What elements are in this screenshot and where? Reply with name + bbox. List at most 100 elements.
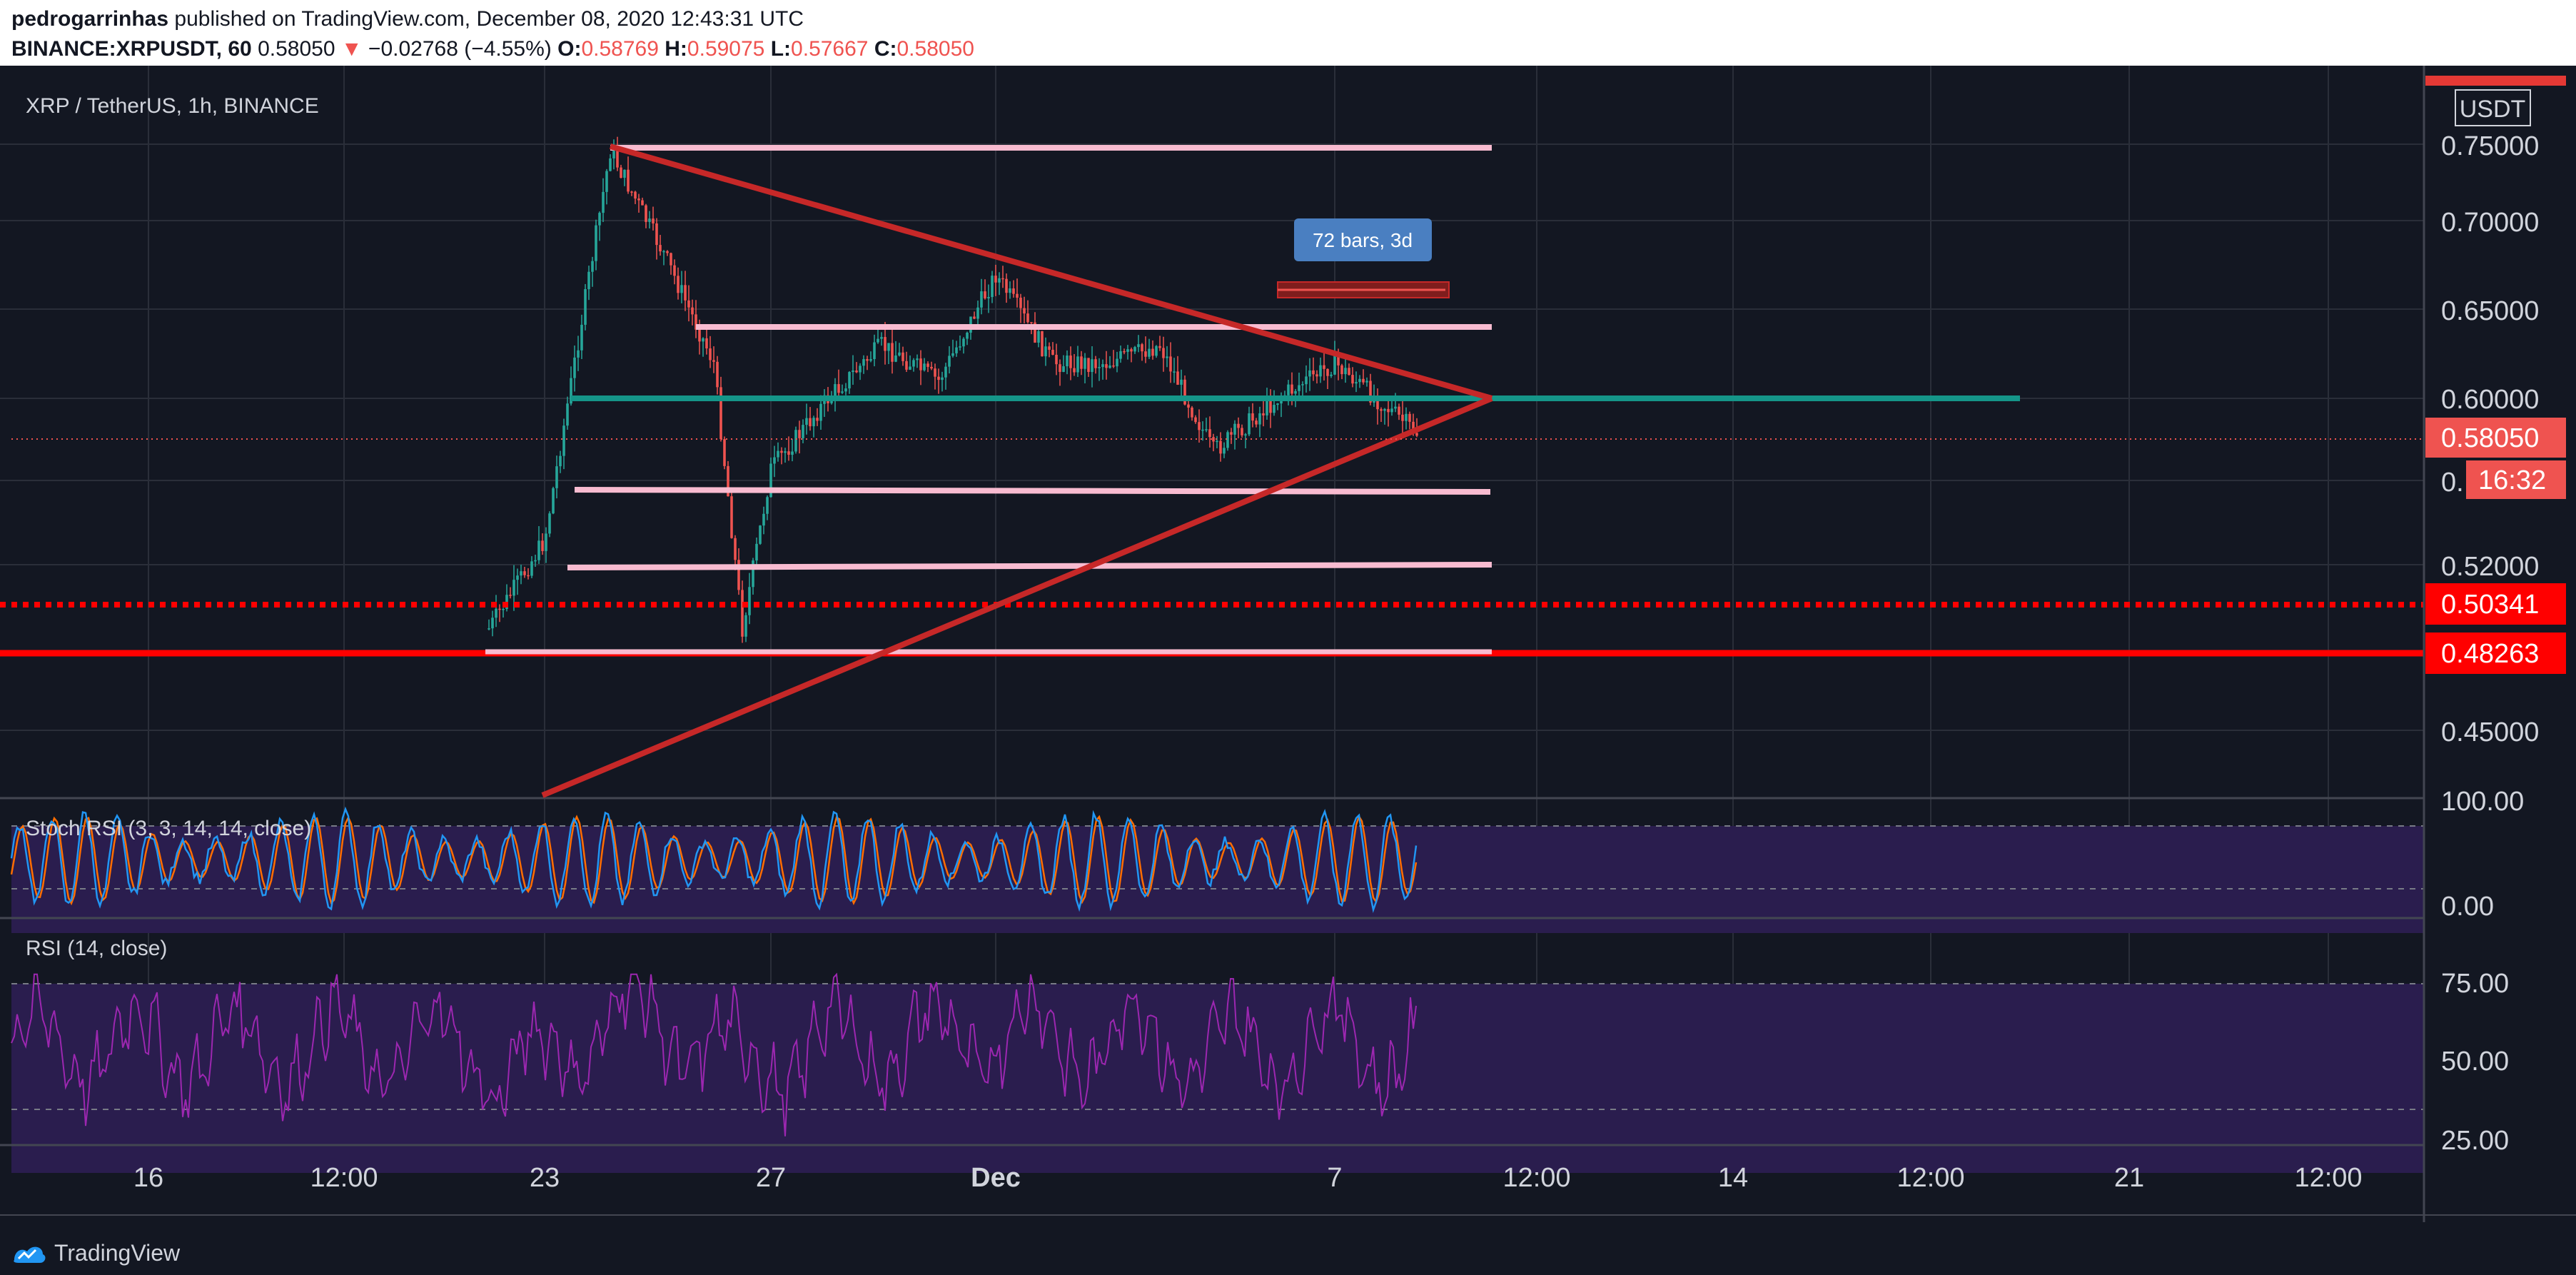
last-price-tag[interactable] bbox=[2425, 418, 2566, 458]
candle-body bbox=[670, 253, 672, 266]
candle-body bbox=[1187, 404, 1190, 408]
candle-body bbox=[634, 191, 637, 199]
candle-body bbox=[887, 343, 890, 351]
candle-body bbox=[930, 366, 933, 369]
open-value: 0.58769 bbox=[581, 37, 659, 61]
currency-box[interactable] bbox=[2455, 89, 2531, 126]
candle-body bbox=[880, 337, 883, 339]
candle-body bbox=[1191, 407, 1193, 418]
candle-body bbox=[1183, 379, 1186, 405]
candle-body bbox=[984, 291, 986, 298]
candle-body bbox=[577, 350, 580, 358]
candle-body bbox=[573, 357, 576, 378]
price-tick-0520: 0.52000 bbox=[2441, 552, 2539, 582]
level-tag-050341[interactable] bbox=[2425, 583, 2566, 625]
candle-body bbox=[1080, 356, 1083, 369]
candle-body bbox=[734, 538, 737, 560]
price-tick-partial: 0. bbox=[2441, 468, 2464, 498]
candle-body bbox=[951, 353, 954, 356]
chart-drawings[interactable]: 72 bars, 3d bbox=[0, 143, 2424, 798]
candle-body bbox=[591, 261, 594, 272]
candle-body bbox=[791, 451, 794, 455]
chart-canvas[interactable]: 72 bars, 3d XRP / TetherUS, 1h, BINANCE … bbox=[0, 66, 2576, 1222]
level-line-052[interactable] bbox=[567, 562, 1492, 570]
publisher-name[interactable]: pedrogarrinhas bbox=[11, 7, 169, 31]
candle-body bbox=[1390, 408, 1393, 413]
candle-body bbox=[559, 455, 562, 467]
stoch-legend[interactable]: Stoch RSI (3, 3, 14, 14, close) bbox=[26, 817, 311, 840]
candle-body bbox=[1084, 358, 1086, 369]
triangle-lower-trendline[interactable] bbox=[541, 395, 1493, 798]
candle-body bbox=[659, 245, 662, 252]
candle-body bbox=[530, 561, 533, 576]
candle-body bbox=[637, 198, 640, 201]
time-tick: 27 bbox=[756, 1163, 786, 1193]
high-value: 0.59075 bbox=[687, 37, 765, 61]
level-tag-048263[interactable] bbox=[2425, 633, 2566, 674]
candle-body bbox=[794, 430, 797, 452]
candle-body bbox=[1030, 322, 1033, 323]
candle-body bbox=[680, 285, 683, 293]
published-text: published on TradingView.com, December 0… bbox=[174, 7, 804, 31]
candle-body bbox=[884, 337, 887, 351]
candle-body bbox=[509, 595, 512, 596]
candle-body bbox=[1069, 356, 1072, 368]
candle-body bbox=[1073, 368, 1076, 373]
candle-body bbox=[1255, 420, 1258, 425]
candle-body bbox=[1105, 364, 1108, 368]
price-axis[interactable]: USDT 0.75000 0.70000 0.65000 0.60000 0. … bbox=[2423, 66, 2576, 1222]
candle-body bbox=[1108, 365, 1111, 368]
candle-body bbox=[1348, 368, 1350, 376]
candle-body bbox=[730, 496, 733, 538]
candle-body bbox=[869, 358, 872, 361]
candle-body bbox=[709, 348, 712, 361]
candle-body bbox=[1066, 356, 1069, 367]
candle-body bbox=[712, 360, 715, 362]
candle-body bbox=[755, 543, 758, 561]
candle-body bbox=[605, 171, 608, 192]
candle-body bbox=[1155, 346, 1158, 356]
candle-body bbox=[648, 218, 651, 222]
candle-body bbox=[562, 425, 565, 456]
candle-body bbox=[1412, 421, 1415, 433]
candle-body bbox=[1294, 390, 1297, 394]
candle-body bbox=[773, 457, 776, 464]
candle-body bbox=[1208, 429, 1211, 438]
triangle-upper-trendline[interactable] bbox=[609, 143, 1493, 401]
candle-body bbox=[852, 370, 854, 373]
candle-body bbox=[1298, 385, 1300, 391]
candle-body bbox=[809, 418, 812, 427]
candle-body bbox=[1091, 359, 1093, 372]
candle-body bbox=[841, 391, 844, 393]
candle-body bbox=[1009, 288, 1011, 293]
main-legend[interactable]: XRP / TetherUS, 1h, BINANCE bbox=[26, 94, 319, 118]
candle-body bbox=[737, 560, 740, 590]
rsi-tick-50: 50.00 bbox=[2441, 1047, 2509, 1077]
candle-body bbox=[1016, 293, 1019, 298]
candle-body bbox=[1230, 432, 1233, 435]
close-label: C: bbox=[874, 37, 897, 61]
candle-body bbox=[1305, 376, 1308, 385]
time-tick: 12:00 bbox=[2294, 1163, 2362, 1193]
candle-body bbox=[566, 403, 569, 426]
candle-body bbox=[966, 332, 969, 339]
candle-body bbox=[1248, 413, 1251, 435]
tradingview-brand[interactable]: TradingView bbox=[11, 1240, 180, 1266]
candle-body bbox=[1308, 370, 1311, 377]
candle-body bbox=[1023, 308, 1026, 314]
time-axis[interactable]: 16 12:00 23 27 Dec 7 12:00 14 12:00 21 1… bbox=[133, 1163, 2363, 1193]
candle-body bbox=[998, 278, 1001, 283]
candle-body bbox=[980, 291, 983, 308]
candle-body bbox=[848, 372, 851, 389]
candle-body bbox=[901, 352, 904, 361]
rsi-legend[interactable]: RSI (14, close) bbox=[26, 937, 167, 960]
stoch-k-line bbox=[10, 806, 1418, 914]
level-line-054[interactable] bbox=[574, 487, 1491, 495]
candle-body bbox=[1266, 399, 1268, 415]
candle-body bbox=[805, 418, 808, 425]
candle-body bbox=[955, 347, 958, 353]
candle-body bbox=[662, 251, 665, 253]
candle-body bbox=[1226, 432, 1229, 448]
candle-body bbox=[855, 370, 858, 373]
candle-body bbox=[862, 359, 865, 366]
